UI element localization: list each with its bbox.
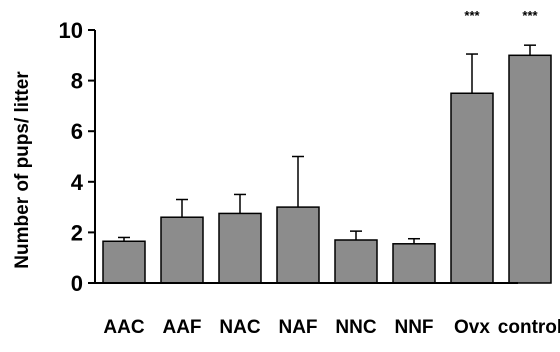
x-tick-label-NNF: NNF bbox=[394, 317, 433, 338]
y-tick-label-0: 0 bbox=[71, 271, 83, 296]
x-tick-label-NNC: NNC bbox=[335, 317, 376, 338]
significance-marker-Ovx: *** bbox=[464, 8, 480, 23]
significance-marker-control: *** bbox=[522, 8, 538, 23]
x-tick-label-Ovx: Ovx bbox=[454, 317, 490, 338]
y-tick-label-10: 10 bbox=[59, 18, 83, 43]
bar-Ovx bbox=[450, 92, 494, 284]
y-tick-label-2: 2 bbox=[71, 220, 83, 245]
bar-NNF bbox=[392, 243, 436, 284]
plot-area: AAC AAF NAC NAF NNC NNF *** Ovx *** control 0 2 4 6 8 1… bbox=[59, 8, 560, 338]
x-tick-label-NAC: NAC bbox=[219, 317, 260, 338]
bar-NAC bbox=[218, 212, 262, 284]
y-tick-label-4: 4 bbox=[71, 170, 84, 195]
y-tick-label-8: 8 bbox=[71, 69, 83, 94]
y-tick-label-6: 6 bbox=[71, 119, 83, 144]
bar-NAF bbox=[276, 206, 320, 284]
x-tick-label-control: control bbox=[498, 317, 560, 338]
x-tick-label-AAC: AAC bbox=[103, 317, 144, 338]
bar-control bbox=[508, 54, 552, 284]
x-tick-label-AAF: AAF bbox=[162, 317, 201, 338]
x-tick-label-NAF: NAF bbox=[278, 317, 317, 338]
bar-NNC bbox=[334, 239, 378, 284]
bar-AAC bbox=[102, 240, 146, 284]
bar-AAF bbox=[160, 216, 204, 284]
y-axis-title: Number of pups/ litter bbox=[12, 71, 33, 269]
